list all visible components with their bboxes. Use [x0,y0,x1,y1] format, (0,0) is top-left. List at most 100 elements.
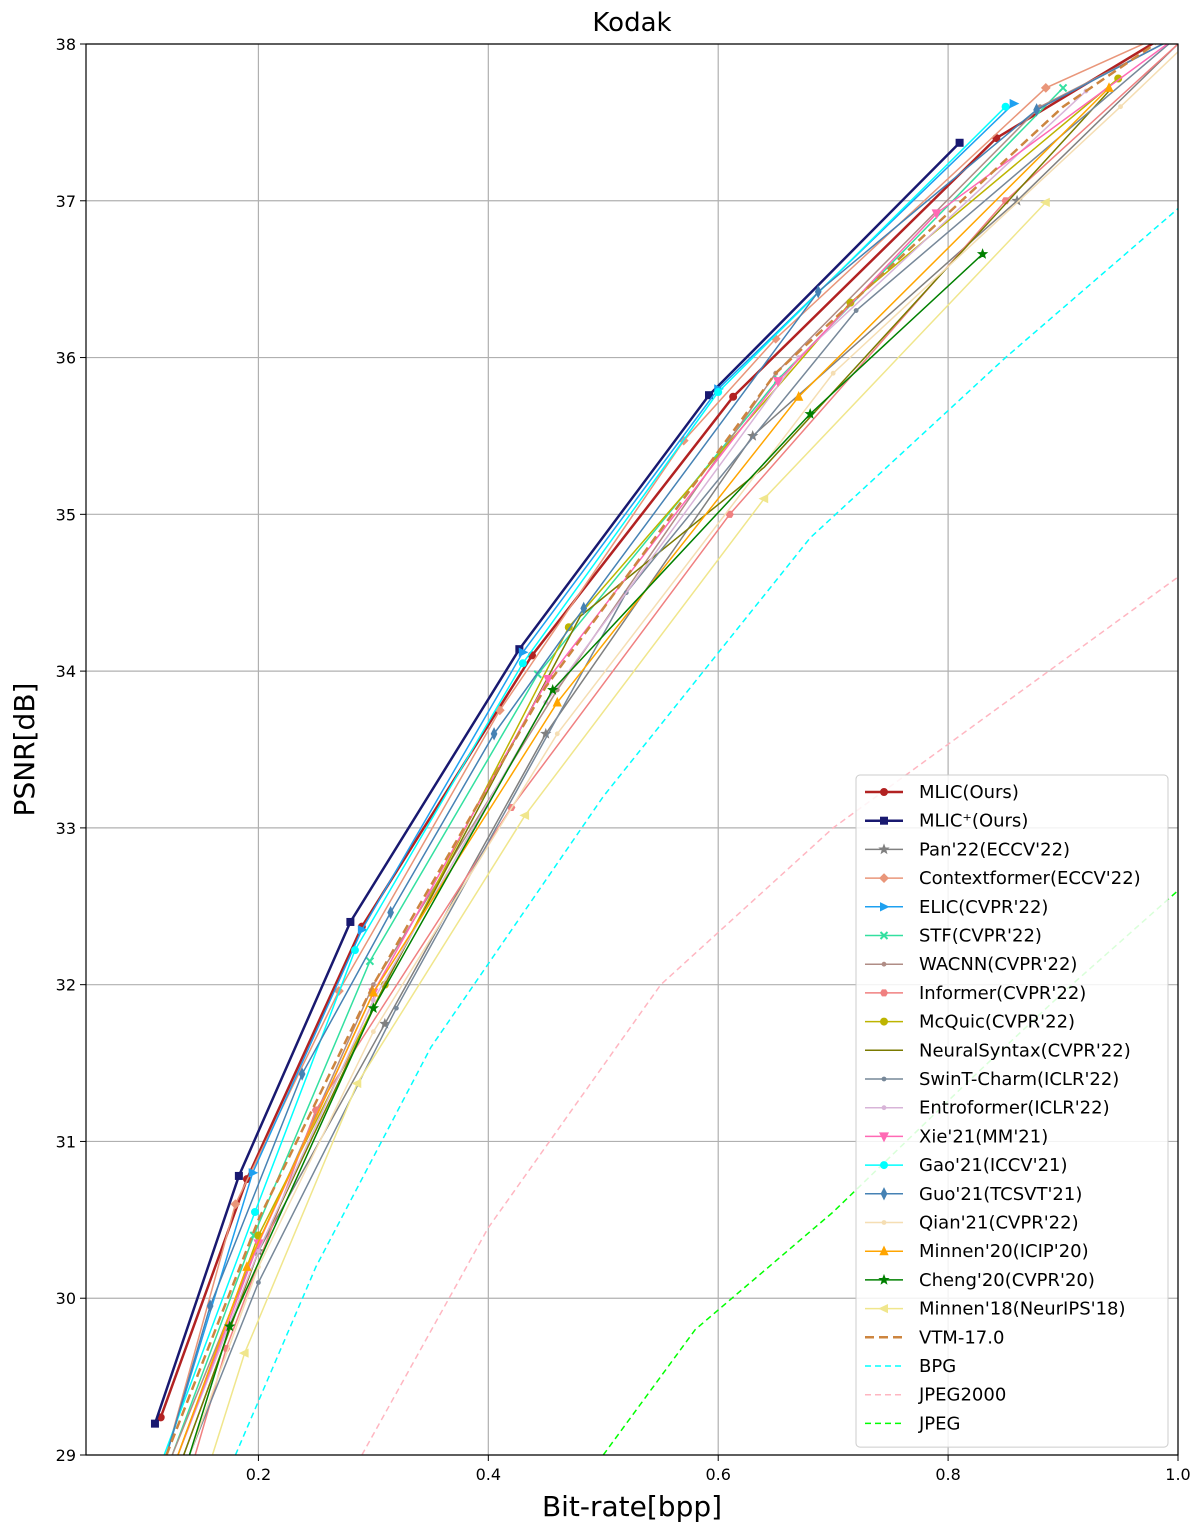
data-point [853,308,859,313]
legend-marker [878,1303,888,1314]
x-tick-label: 0.6 [705,1465,730,1484]
legend-item: Pan'22(ECCV'22) [865,839,1070,860]
data-point [346,917,355,926]
legend-marker [878,1273,890,1285]
legend-item: Informer(CVPR'22) [865,983,1086,1004]
legend-label: Gao'21(ICCV'21) [919,1155,1068,1176]
data-point [206,1299,214,1313]
data-point [955,138,964,147]
data-point [1104,82,1114,92]
legend-marker [881,1105,887,1111]
y-tick-label: 36 [56,349,76,368]
legend-marker [879,873,889,884]
legend-label: MLIC⁺(Ours) [919,811,1028,832]
y-axis-label: PSNR[dB] [8,683,41,817]
data-point [519,810,530,820]
data-point [350,946,359,955]
data-point [1040,197,1050,207]
data-point [814,284,822,299]
legend-item: ELIC(CVPR'22) [865,897,1048,918]
legend-label: JPEG [918,1413,960,1434]
data-point [830,370,836,376]
series-17 [188,248,989,1455]
data-point [518,647,529,657]
y-tick-label: 34 [56,662,76,681]
y-tick-label: 37 [56,192,76,211]
data-point [554,731,560,737]
legend-label: Contextformer(ECCV'22) [919,868,1141,889]
series-line [188,253,984,1455]
legend-label: Minnen'18(NeurIPS'18) [919,1299,1126,1320]
legend-label: Guo'21(TCSVT'21) [919,1184,1082,1205]
data-point [351,1078,362,1089]
data-point [253,1239,264,1250]
legend-marker [880,1187,888,1201]
y-tick-label: 31 [56,1132,76,1151]
series-line [163,106,1007,1455]
legend-item: JPEG2000 [865,1385,1006,1406]
data-point [772,377,783,388]
data-point [804,408,816,419]
legend-item: SwinT-Charm(ICLR'22) [865,1069,1119,1090]
series-20 [234,208,1178,1455]
legend-marker [880,788,888,796]
data-point [357,925,368,935]
plot-frame [85,43,1179,1456]
data-point [298,1067,306,1081]
legend-item: MLIC(Ours) [865,782,1019,803]
x-tick-label: 0.4 [476,1465,501,1484]
legend-item: Cheng'20(CVPR'20) [865,1270,1095,1291]
data-point [518,659,527,668]
legend-marker [881,1076,887,1082]
series-16 [177,82,1114,1455]
legend: MLIC(Ours) MLIC⁺(Ours) Pan'22(ECCV'22) Cont… [855,774,1169,1448]
legend-marker [880,902,890,912]
series-18 [211,197,1050,1455]
series-line [234,208,1178,1455]
data-point [368,986,379,997]
series-10 [188,44,1170,1455]
legend-label: Minnen'20(ICIP'20) [919,1241,1089,1262]
legend-label: Cheng'20(CVPR'20) [919,1270,1095,1291]
series-line [165,44,1146,1455]
y-tick-label: 29 [56,1446,76,1465]
legend-item: Qian'21(CVPR'22) [865,1213,1079,1234]
series-13 [163,102,1010,1455]
series-line [165,44,1156,1455]
chart-title: Kodak [592,8,671,38]
x-tick-label: 0.8 [935,1465,960,1484]
legend-item: Minnen'20(ICIP'20) [865,1241,1089,1262]
legend-label: Entroformer(ICLR'22) [919,1098,1110,1119]
legend-item: McQuic(CVPR'22) [865,1012,1075,1033]
data-point [1118,104,1123,110]
legend-item: MLIC⁺(Ours) [865,811,1028,832]
y-tick-label: 33 [56,819,76,838]
legend-box [855,774,1169,1448]
data-point [224,1320,236,1332]
series-line [165,103,1015,1455]
legend-marker [881,961,887,967]
legend-label: VTM-17.0 [919,1327,1004,1348]
series-line [177,87,1110,1455]
series-21 [361,576,1178,1455]
legend-item: Guo'21(TCSVT'21) [865,1184,1082,1205]
data-point [490,727,498,741]
series-1 [150,138,964,1428]
y-tick-label: 35 [56,505,76,524]
data-point [1058,83,1068,93]
series-line [361,576,1178,1455]
legend-item: WACNN(CVPR'22) [865,954,1077,975]
data-point [547,683,559,695]
series-line [177,90,1087,1455]
data-point [931,209,942,220]
legend-marker [879,989,889,997]
legend-marker [880,1017,888,1026]
data-point [714,388,723,397]
data-point [242,1261,252,1271]
legend-item: BPG [865,1356,956,1377]
data-point [248,1168,259,1178]
data-point [150,1419,159,1428]
legend-label: ELIC(CVPR'22) [919,897,1048,918]
data-point [367,1002,380,1014]
data-point [250,1207,259,1216]
